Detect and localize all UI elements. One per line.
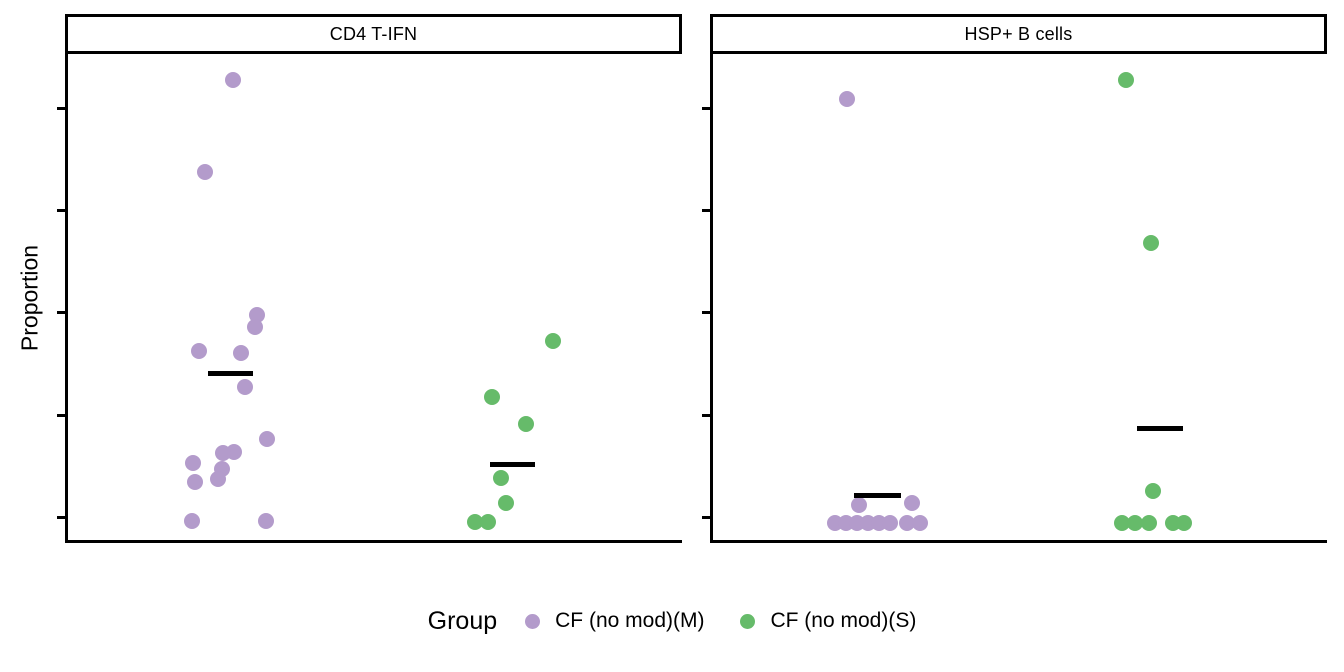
data-point bbox=[215, 445, 231, 461]
median-bar bbox=[490, 462, 535, 467]
y-axis-line bbox=[65, 54, 68, 543]
legend-item-label: CF (no mod)(S) bbox=[770, 609, 917, 632]
legend-title: Group bbox=[427, 606, 498, 635]
data-point bbox=[839, 91, 855, 107]
data-point bbox=[1143, 235, 1159, 251]
data-point bbox=[493, 470, 509, 486]
data-point bbox=[1145, 483, 1161, 499]
data-point bbox=[467, 514, 483, 530]
y-axis-title: Proportion bbox=[16, 244, 43, 352]
data-point bbox=[237, 379, 253, 395]
facet-strip-hsp-b-cells: HSP+ B cells bbox=[710, 14, 1327, 54]
data-point bbox=[1114, 515, 1130, 531]
y-axis-tick bbox=[702, 414, 710, 417]
y-axis-tick bbox=[57, 107, 65, 110]
data-point bbox=[1176, 515, 1192, 531]
median-bar bbox=[208, 371, 253, 376]
data-point bbox=[1141, 515, 1157, 531]
data-point bbox=[185, 455, 201, 471]
data-point bbox=[258, 513, 274, 529]
y-axis-tick bbox=[702, 516, 710, 519]
legend-key-dot-purple-icon bbox=[525, 613, 541, 629]
data-point bbox=[210, 471, 226, 487]
y-axis-tick bbox=[57, 311, 65, 314]
facet-title: HSP+ B cells bbox=[964, 23, 1073, 44]
data-point bbox=[1127, 515, 1143, 531]
y-axis-tick bbox=[57, 209, 65, 212]
legend: Group CF (no mod)(M) CF (no mod)(S) bbox=[0, 603, 1344, 639]
median-bar bbox=[1137, 426, 1183, 431]
y-axis-tick bbox=[702, 107, 710, 110]
data-point bbox=[187, 474, 203, 490]
x-axis-line bbox=[710, 540, 1327, 543]
facet-strip-cd4-t-ifn: CD4 T-IFN bbox=[65, 14, 682, 54]
data-point bbox=[912, 515, 928, 531]
data-point bbox=[225, 72, 241, 88]
y-axis-tick bbox=[702, 209, 710, 212]
data-point bbox=[184, 513, 200, 529]
data-point bbox=[197, 164, 213, 180]
y-axis-line bbox=[710, 54, 713, 543]
legend-item-label: CF (no mod)(M) bbox=[555, 609, 705, 632]
data-point bbox=[518, 416, 534, 432]
legend-key-dot-green-icon bbox=[740, 613, 756, 629]
y-axis-tick bbox=[57, 516, 65, 519]
legend-item-cf-no-mod-s: CF (no mod)(S) bbox=[740, 609, 916, 633]
data-point bbox=[904, 495, 920, 511]
data-point bbox=[259, 431, 275, 447]
data-point bbox=[233, 345, 249, 361]
median-bar bbox=[854, 493, 901, 498]
data-point bbox=[247, 319, 263, 335]
plot-area-hsp-b-cells bbox=[702, 54, 1327, 543]
data-point bbox=[851, 497, 867, 513]
facet-title: CD4 T-IFN bbox=[329, 23, 418, 44]
data-point bbox=[882, 515, 898, 531]
x-axis-line bbox=[65, 540, 682, 543]
y-axis-tick bbox=[57, 414, 65, 417]
plot-area-cd4-t-ifn bbox=[57, 54, 682, 543]
y-axis-tick bbox=[702, 311, 710, 314]
data-point bbox=[484, 389, 500, 405]
data-point bbox=[899, 515, 915, 531]
data-point bbox=[545, 333, 561, 349]
data-point bbox=[191, 343, 207, 359]
data-point bbox=[1118, 72, 1134, 88]
data-point bbox=[480, 514, 496, 530]
legend-item-cf-no-mod-m: CF (no mod)(M) bbox=[525, 609, 704, 633]
data-point bbox=[498, 495, 514, 511]
